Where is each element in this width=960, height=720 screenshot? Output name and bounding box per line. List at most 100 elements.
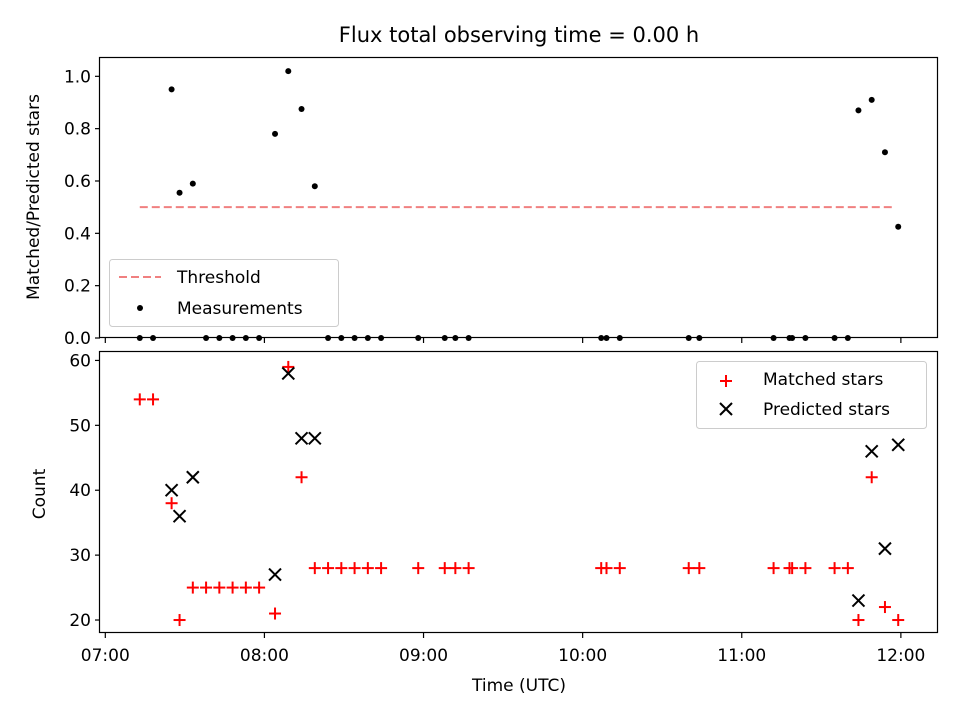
predicted-star-point xyxy=(268,567,282,582)
bottom-y-tick-label: 60 xyxy=(69,351,91,371)
predicted-star-point xyxy=(281,366,295,381)
matched-star-point xyxy=(449,562,462,575)
bottom-axes-frame xyxy=(98,350,939,634)
matched-star-point xyxy=(165,497,178,510)
matched-star-point xyxy=(682,562,695,575)
predicted-star-stroke-b xyxy=(186,470,200,484)
predicted-star-stroke-b xyxy=(878,541,892,556)
measurement-point xyxy=(285,68,292,75)
predicted-star-point xyxy=(186,470,200,484)
predicted-star-stroke-b xyxy=(172,509,187,523)
chart-title: Flux total observing time = 0.00 h xyxy=(339,23,699,47)
measurement-point xyxy=(298,106,305,113)
x-tick-label: 10:00 xyxy=(558,646,607,666)
measurements-legend-swatch xyxy=(137,305,143,311)
predicted-star-point xyxy=(172,509,187,523)
predicted-legend-swatch xyxy=(719,402,733,416)
matched-star-point xyxy=(786,562,799,575)
measurement-point xyxy=(868,96,875,103)
top-panel: Flux total observing time = 0.00 h Match… xyxy=(24,23,939,349)
matched-star-point xyxy=(253,581,266,594)
top-y-tick-label: 1.0 xyxy=(64,67,91,87)
matched-star-point xyxy=(438,562,451,575)
matched-star-point xyxy=(828,562,841,575)
top-y-tick-label: 0.8 xyxy=(64,120,91,140)
measurements-legend-label: Measurements xyxy=(177,299,303,319)
matched-star-point xyxy=(147,393,160,406)
top-y-tick-label: 0.4 xyxy=(64,224,91,244)
predicted-star-point xyxy=(308,431,322,446)
matched-star-point xyxy=(335,562,348,575)
top-y-tick-label: 0.6 xyxy=(64,172,91,192)
bottom-legend: Matched stars Predicted stars xyxy=(696,361,927,429)
matched-star-point xyxy=(799,562,812,575)
matched-star-point xyxy=(348,562,361,575)
matched-star-point xyxy=(186,581,199,594)
matched-star-point xyxy=(308,562,321,575)
matched-star-point xyxy=(600,562,613,575)
matched-star-point xyxy=(213,581,226,594)
x-tick-label: 12:00 xyxy=(876,646,925,666)
predicted-star-point xyxy=(164,483,179,497)
x-tick-label: 09:00 xyxy=(399,646,448,666)
matched-star-point xyxy=(226,581,239,594)
predicted-legend-label: Predicted stars xyxy=(763,400,890,420)
matched-star-point xyxy=(361,562,374,575)
matched-star-point xyxy=(767,562,780,575)
predicted-star-stroke-b xyxy=(851,593,866,608)
predicted-star-point xyxy=(864,444,879,458)
measurement-point xyxy=(189,180,196,187)
matched-star-point xyxy=(865,471,878,484)
predicted-star-point xyxy=(851,593,866,608)
matched-star-point xyxy=(462,562,475,575)
bottom-y-tick-label: 30 xyxy=(69,546,91,566)
matched-star-point xyxy=(133,393,146,406)
matched-star-point xyxy=(892,614,905,627)
top-y-tick-label: 0.0 xyxy=(64,329,91,349)
matched-star-point xyxy=(693,562,706,575)
x-tick-label: 07:00 xyxy=(81,646,130,666)
bottom-y-tick-label: 50 xyxy=(69,416,91,436)
measurement-point xyxy=(881,149,888,156)
measurement-point xyxy=(272,130,279,137)
predicted-star-point xyxy=(891,438,905,452)
predicted-star-stroke-b xyxy=(864,444,879,458)
matched-star-point xyxy=(852,614,865,627)
top-legend: Threshold Measurements xyxy=(109,259,339,327)
threshold-legend-label: Threshold xyxy=(176,268,261,288)
matched-star-point xyxy=(282,360,295,373)
top-y-axis-label: Matched/Predicted stars xyxy=(24,94,44,300)
top-legend-box xyxy=(109,259,339,327)
predicted-star-stroke-b xyxy=(891,438,905,452)
bottom-plot-area: 20 30 40 50 60 07:00 08:00 09:00 10:00 11:00 12:00 xyxy=(69,351,925,666)
predicted-star-stroke-b xyxy=(294,431,309,446)
predicted-star-point xyxy=(294,431,309,446)
matched-legend-label: Matched stars xyxy=(763,370,883,390)
measurement-point xyxy=(855,107,862,114)
predicted-star-stroke-b xyxy=(308,431,322,446)
x-tick-label: 11:00 xyxy=(717,646,766,666)
bottom-y-tick-label: 40 xyxy=(69,481,91,501)
predicted-star-point xyxy=(878,541,892,556)
bottom-y-tick-label: 20 xyxy=(69,611,91,631)
matched-star-point xyxy=(613,562,626,575)
measurement-point xyxy=(311,183,318,190)
matched-star-point xyxy=(173,614,186,627)
top-y-tick-label: 0.2 xyxy=(64,277,91,297)
matched-star-point xyxy=(295,471,308,484)
matched-star-point xyxy=(375,562,388,575)
measurement-point xyxy=(168,86,175,93)
matched-star-point xyxy=(269,607,282,620)
matched-star-point xyxy=(322,562,335,575)
top-axes-frame xyxy=(98,56,939,339)
predicted-star-stroke-b xyxy=(281,366,295,381)
predicted-star-stroke-b xyxy=(164,483,179,497)
bottom-legend-box xyxy=(696,361,927,429)
x-axis-label: Time (UTC) xyxy=(471,676,566,696)
matched-star-point xyxy=(841,562,854,575)
bottom-panel: Count Time (UTC) 20 30 40 50 60 07:00 08:00 09:… xyxy=(30,350,939,696)
matched-star-point xyxy=(239,581,252,594)
matched-star-point xyxy=(200,581,213,594)
matched-star-point xyxy=(878,601,891,614)
